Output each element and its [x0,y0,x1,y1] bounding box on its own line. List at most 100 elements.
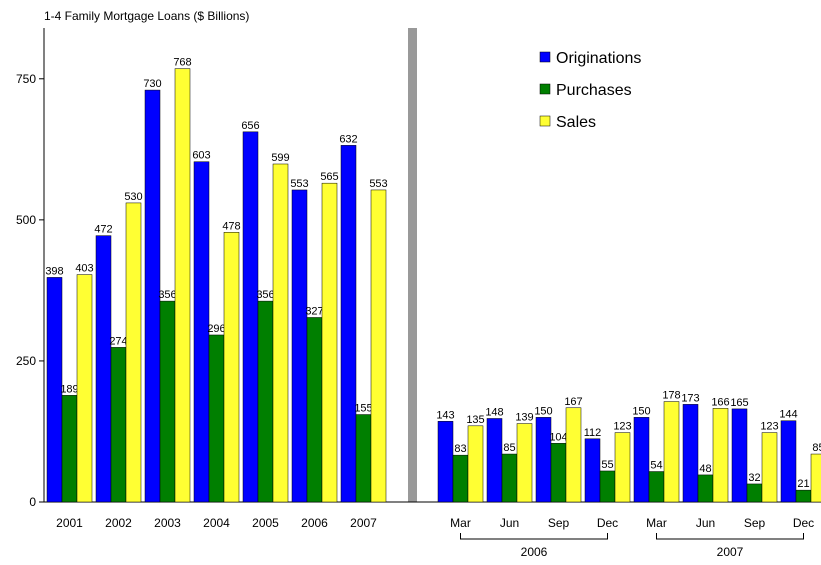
bar [516,423,533,503]
group-bracket [460,533,608,540]
bar [355,414,372,503]
value-label: 167 [564,396,582,408]
value-label: 54 [650,460,662,472]
bar [174,68,191,503]
bar [682,404,699,503]
bar [501,453,518,503]
value-label: 178 [662,390,680,402]
value-label: 768 [173,57,191,69]
value-label: 530 [124,191,142,203]
bar [712,408,729,503]
value-label: 730 [143,78,161,90]
bar [663,401,680,503]
bar [144,89,161,503]
value-label: 143 [436,409,454,421]
bar [584,438,601,503]
x-tick-label: 2005 [252,516,279,530]
x-tick-label: Dec [793,516,814,530]
value-label: 398 [45,265,63,277]
value-label: 155 [354,403,372,415]
y-tick-label: 750 [16,72,36,86]
bar [291,189,308,503]
value-label: 112 [584,427,602,439]
legend-label: Sales [556,114,596,131]
bar [565,407,582,503]
bar [193,161,210,503]
value-label: 327 [305,305,323,317]
bar [46,277,63,503]
chart-title: 1-4 Family Mortgage Loans ($ Billions) [44,9,249,23]
value-label: 166 [711,396,729,408]
bar [697,474,714,503]
legend-swatch [539,83,551,95]
value-label: 296 [207,323,225,335]
x-tick-label: 2001 [56,516,83,530]
value-label: 150 [534,405,552,417]
value-label: 83 [454,443,466,455]
bar [550,443,567,503]
x-tick-label: 2002 [105,516,132,530]
bar [795,489,812,503]
bar [599,470,616,503]
legend-label: Originations [556,50,641,67]
value-label: 173 [681,392,699,404]
x-tick-label: 2006 [301,516,328,530]
group-label: 2007 [717,545,744,559]
value-label: 656 [241,120,259,132]
x-tick-label: Mar [646,516,667,530]
value-label: 123 [760,421,778,433]
bar [61,395,78,503]
bar [340,145,357,503]
value-label: 165 [730,397,748,409]
value-label: 478 [222,220,240,232]
value-label: 55 [601,459,613,471]
bar [452,454,469,503]
value-label: 135 [466,414,484,426]
value-label: 632 [339,133,357,145]
bar [272,163,289,503]
bar [810,453,821,503]
bar [614,432,631,503]
value-label: 472 [94,224,112,236]
legend-swatch [539,115,551,127]
panel-separator [408,28,417,502]
group-label: 2006 [521,545,548,559]
value-label: 148 [485,406,503,418]
legend-swatch [539,51,551,63]
value-label: 85 [503,442,515,454]
bar [648,471,665,503]
bar [731,408,748,503]
bar [437,421,454,503]
bar [159,300,176,503]
value-label: 21 [797,478,809,490]
value-label: 603 [192,150,210,162]
value-label: 274 [109,335,127,347]
x-tick-label: Dec [597,516,618,530]
x-tick-label: Jun [500,516,519,530]
bar [486,418,503,503]
bar [95,235,112,503]
x-tick-label: 2007 [350,516,377,530]
x-tick-label: 2004 [203,516,230,530]
group-bracket [656,533,804,540]
value-label: 32 [748,472,760,484]
value-label: 85 [812,442,821,454]
value-label: 189 [60,383,78,395]
value-label: 139 [515,412,533,424]
bar [306,317,323,503]
y-tick-label: 500 [16,213,36,227]
value-label: 48 [699,463,711,475]
x-tick-label: Sep [548,516,570,530]
x-tick-label: Jun [696,516,715,530]
bar [125,202,142,503]
legend-label: Purchases [556,82,632,99]
y-tick-label: 250 [16,354,36,368]
bar [223,232,240,503]
bar [780,420,797,503]
value-label: 104 [549,431,567,443]
bar [370,189,387,503]
bar [110,347,127,503]
value-label: 565 [320,171,338,183]
bar [321,182,338,503]
